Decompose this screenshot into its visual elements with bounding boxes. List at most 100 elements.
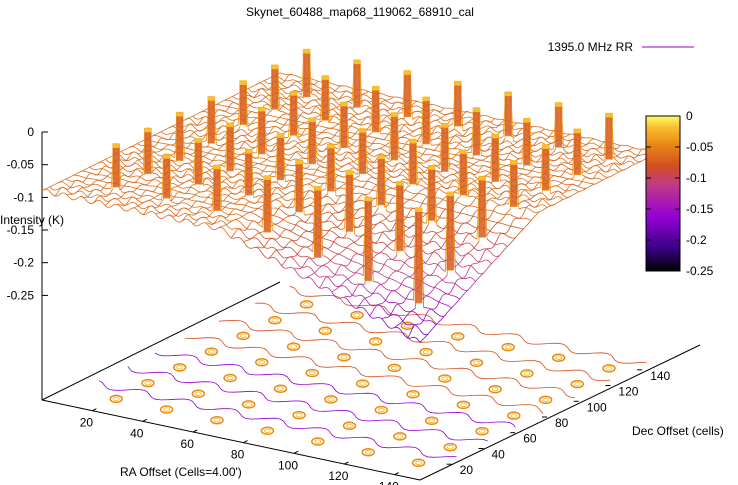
surface-segment bbox=[287, 237, 291, 240]
surface-segment bbox=[442, 269, 446, 272]
contour-ring bbox=[241, 400, 256, 409]
surface-segment bbox=[441, 180, 445, 184]
surface-segment bbox=[137, 142, 139, 144]
surface-segment bbox=[348, 147, 352, 151]
surface-segment bbox=[395, 291, 399, 294]
surface-segment bbox=[500, 135, 504, 139]
surface-segment bbox=[502, 184, 506, 187]
surface-segment bbox=[115, 192, 119, 196]
surface-segment bbox=[552, 197, 556, 200]
surface-segment bbox=[256, 195, 259, 197]
surface-segment bbox=[253, 122, 257, 124]
surface-segment bbox=[267, 89, 269, 91]
surface-segment bbox=[156, 198, 160, 201]
contour-ring-inner bbox=[377, 407, 385, 413]
surface-segment bbox=[349, 137, 353, 140]
surface-segment bbox=[384, 322, 388, 327]
surface-segment bbox=[332, 262, 336, 265]
surface-segment bbox=[190, 148, 194, 151]
contour-ring-inner bbox=[396, 434, 404, 439]
surface-segment bbox=[563, 148, 567, 153]
surface-segment bbox=[384, 253, 388, 256]
surface-segment bbox=[401, 272, 405, 274]
surface-segment bbox=[281, 196, 285, 201]
surface-segment bbox=[437, 264, 441, 268]
surface-segment bbox=[461, 144, 465, 148]
surface-segment bbox=[306, 266, 310, 268]
surface-segment bbox=[403, 175, 407, 178]
contour-ring bbox=[109, 394, 123, 404]
contour-ring bbox=[488, 384, 502, 394]
surface-segment bbox=[417, 326, 421, 331]
surface-segment bbox=[326, 286, 330, 290]
surface-segment bbox=[282, 73, 286, 75]
surface-segment bbox=[337, 203, 341, 205]
surface-segment bbox=[76, 172, 79, 174]
surface-segment bbox=[186, 130, 190, 132]
surface-segment bbox=[273, 215, 276, 217]
surface-segment bbox=[361, 117, 365, 121]
surface-segment bbox=[248, 247, 252, 249]
surface-segment bbox=[285, 75, 289, 79]
surface-segment bbox=[480, 171, 484, 173]
surface-segment bbox=[330, 82, 334, 85]
surface-segment bbox=[414, 116, 418, 119]
surface-segment bbox=[558, 186, 562, 189]
surface-segment bbox=[246, 228, 250, 230]
surface-segment bbox=[454, 211, 458, 213]
surface-segment bbox=[137, 205, 141, 209]
surface-segment bbox=[56, 194, 60, 197]
surface-segment bbox=[449, 294, 453, 296]
surface-segment bbox=[266, 159, 270, 162]
surface-segment bbox=[436, 215, 440, 218]
surface-segment bbox=[214, 103, 217, 106]
surface-segment bbox=[237, 129, 241, 132]
surface-segment bbox=[300, 150, 304, 154]
surface-segment bbox=[436, 181, 439, 184]
surface-segment bbox=[137, 164, 142, 168]
surface-segment bbox=[422, 193, 426, 196]
surface-segment bbox=[435, 312, 440, 316]
surface-segment bbox=[134, 146, 138, 149]
surface-segment bbox=[341, 246, 344, 248]
surface-segment bbox=[310, 179, 314, 182]
surface-segment bbox=[125, 197, 129, 200]
surface-segment bbox=[273, 256, 277, 260]
surface-segment bbox=[170, 215, 174, 219]
surface-segment bbox=[409, 337, 413, 339]
surface-segment bbox=[437, 115, 441, 119]
surface-segment bbox=[349, 101, 353, 105]
surface-segment bbox=[135, 162, 139, 165]
surface-segment bbox=[311, 269, 315, 274]
surface-segment bbox=[387, 106, 391, 110]
surface-segment bbox=[526, 175, 529, 178]
surface-segment bbox=[138, 159, 142, 163]
surface-segment bbox=[119, 151, 122, 153]
surface-segment bbox=[404, 207, 408, 209]
surface-segment bbox=[468, 111, 472, 114]
surface-segment bbox=[299, 154, 303, 158]
surface-segment bbox=[499, 154, 503, 156]
surface-segment bbox=[264, 237, 268, 239]
surface-segment bbox=[336, 226, 340, 230]
surface-segment bbox=[375, 213, 379, 216]
surface-segment bbox=[473, 195, 477, 198]
surface-segment bbox=[193, 219, 197, 221]
surface-segment bbox=[437, 275, 441, 279]
surface-segment bbox=[513, 140, 516, 143]
surface-segment bbox=[245, 198, 249, 202]
surface-segment bbox=[316, 91, 320, 95]
surface-segment bbox=[436, 300, 440, 303]
surface-segment bbox=[529, 199, 533, 202]
contour-ring-inner bbox=[213, 417, 221, 423]
surface-segment bbox=[248, 129, 251, 131]
surface-segment bbox=[423, 241, 427, 244]
surface-segment bbox=[510, 225, 514, 228]
surface-segment bbox=[420, 178, 424, 182]
surface-segment bbox=[139, 144, 143, 147]
surface-segment bbox=[503, 169, 507, 171]
surface-segment bbox=[293, 223, 297, 226]
surface-segment bbox=[596, 149, 600, 153]
surface-segment bbox=[398, 293, 402, 296]
surface-segment bbox=[180, 213, 184, 216]
